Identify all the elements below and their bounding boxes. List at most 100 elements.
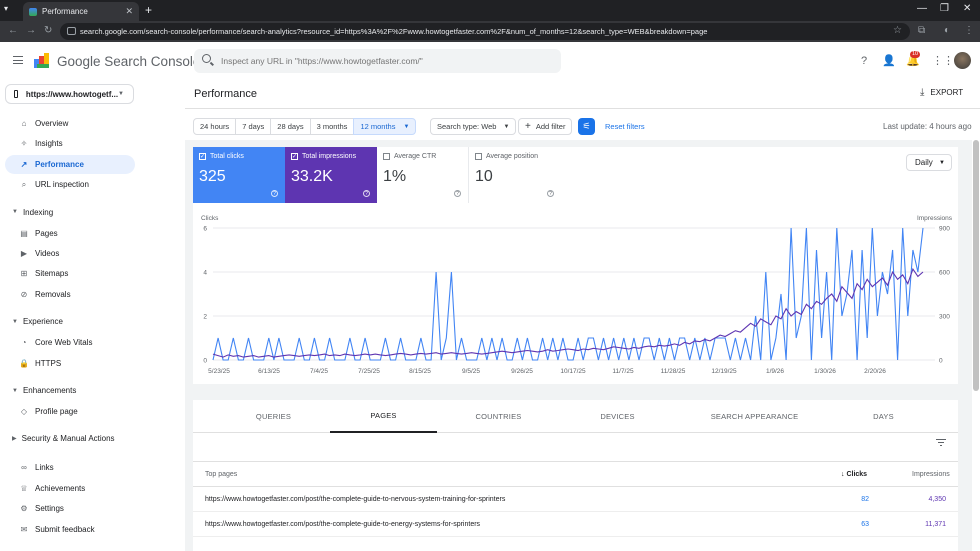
reset-filters-link[interactable]: Reset filters [605,122,645,131]
back-icon[interactable]: ← [8,25,18,36]
right-tick-label: 600 [939,270,950,277]
breakdown-tabs: QUERIES PAGES COUNTRIES DEVICES SEARCH APPEA… [193,400,958,433]
tab-queries[interactable]: QUERIES [255,412,292,421]
help-icon[interactable]: ? [860,55,868,67]
tab-pages[interactable]: PAGES [330,400,437,433]
section-title: Enhancements [22,386,77,395]
checkbox-checked-icon[interactable]: ✓ [291,153,298,160]
app-header: Google Search Console ? 👤 🔔 10 ⋮⋮ [0,42,980,80]
app-brand[interactable]: Google Search Console [57,54,201,69]
table-header: Top pages ↓ Clicks Impressions [193,461,958,487]
download-icon: ⤓ [920,87,925,98]
url-inspection-search[interactable] [194,49,561,73]
close-tab-icon[interactable]: ✕ [125,6,133,16]
search-type-filter[interactable]: Search type: Web ▼ [430,118,517,135]
minimize-icon[interactable]: — [917,3,927,14]
videos-icon: ▶ [20,249,28,258]
page-url[interactable]: https://www.howtogetfaster.com/post/the-… [205,496,506,503]
range-24-hours[interactable]: 24 hours [193,118,237,135]
tab-search-appearance[interactable]: SEARCH APPEARANCE [710,412,799,421]
filter-rows-icon[interactable] [936,439,946,447]
browser-menu-icon[interactable]: ⋮ [964,25,974,36]
sidebar-item-url-inspection[interactable]: ⌕ URL inspection [0,175,134,194]
checkbox-icon[interactable] [475,153,482,160]
reload-icon[interactable]: ↻ [44,25,53,36]
col-impressions[interactable]: Impressions [912,471,950,478]
range-7-days[interactable]: 7 days [235,118,272,135]
avatar[interactable] [954,52,971,69]
apps-icon[interactable]: ⋮⋮ [932,55,954,67]
series-line-clicks [212,227,924,361]
window-close-icon[interactable]: ✕ [963,3,972,14]
extensions-icon[interactable]: ⧉ [918,25,926,36]
sidebar-item-submit-feedback[interactable]: ✉ Submit feedback [0,520,134,539]
granularity-select[interactable]: Daily ▼ [906,154,952,171]
new-tab-icon[interactable]: + [145,3,153,17]
sidebar-item-core-web-vitals[interactable]: ◔ Core Web Vitals [0,333,134,352]
site-info-icon[interactable] [67,27,76,35]
url-field[interactable]: search.google.com/search-console/perform… [60,23,910,40]
col-clicks[interactable]: ↓ Clicks [841,471,867,478]
range-28-days[interactable]: 28 days [270,118,311,135]
section-security[interactable]: ▶ Security & Manual Actions [12,434,115,443]
checkbox-checked-icon[interactable]: ✓ [199,153,206,160]
bookmark-star-icon[interactable]: ☆ [893,25,902,36]
achievements-icon: ♕ [20,483,28,493]
sidebar-item-videos[interactable]: ▶ Videos [0,244,134,263]
browser-tab[interactable]: Performance ✕ [23,2,139,21]
help-icon[interactable]: ? [363,190,370,197]
tab-countries[interactable]: COUNTRIES [475,412,522,421]
sidebar-item-overview[interactable]: ⌂ Overview [0,114,134,133]
metric-card-average-position[interactable]: Average position 10? [469,147,561,203]
tab-days[interactable]: DAYS [873,412,894,421]
filter-settings-icon[interactable]: ⚟ [578,118,595,135]
range-3-months[interactable]: 3 months [309,118,355,135]
plus-icon: + [525,121,531,132]
sidebar-item-sitemaps[interactable]: ⊞ Sitemaps [0,264,134,283]
table-row[interactable]: https://www.howtogetfaster.com/post/the-… [193,488,958,512]
add-filter-button[interactable]: + Add filter [518,118,573,135]
sidebar-item-links[interactable]: ∞ Links [0,458,134,477]
metric-card-average-ctr[interactable]: Average CTR 1%? [377,147,469,203]
sidebar-item-achievements[interactable]: ♕ Achievements [0,479,134,498]
profile-icon[interactable]: ◐ [944,25,951,36]
range-12-months[interactable]: 12 months ▼ [353,118,417,135]
metric-label: Average CTR [394,153,437,160]
sidebar-item-label: Pages [35,228,58,238]
section-enhancements[interactable]: ▼ Enhancements [12,386,76,395]
notifications-icon[interactable]: 🔔 [906,55,920,67]
range-label: 28 days [277,122,304,131]
metric-card-total-clicks[interactable]: ✓ Total clicks 325? [193,147,285,203]
sidebar-item-https[interactable]: 🔒 HTTPS [0,354,134,373]
page-url[interactable]: https://www.howtogetfaster.com/post/the-… [205,521,481,528]
tab-devices[interactable]: DEVICES [600,412,635,421]
sidebar-item-performance[interactable]: ↗ Performance [5,154,135,174]
maximize-icon[interactable]: ❐ [940,3,949,14]
sidebar-item-settings[interactable]: ⚙ Settings [0,499,134,518]
property-selector[interactable]: https://www.howtogetf... ▼ [5,84,134,104]
sidebar-item-removals[interactable]: ⊘ Removals [0,285,134,304]
sidebar-item-profile-page[interactable]: ◇ Profile page [0,402,134,421]
address-bar-row: ← → ↻ search.google.com/search-console/p… [0,21,980,42]
url-inspection-input[interactable] [221,54,541,68]
help-icon[interactable]: ? [271,190,278,197]
help-icon[interactable]: ? [547,190,554,197]
checkbox-icon[interactable] [383,153,390,160]
export-button[interactable]: ⤓ EXPORT [920,87,963,98]
help-icon[interactable]: ? [454,190,461,197]
table-row[interactable]: https://www.howtogetfaster.com/post/the-… [193,513,958,537]
x-tick-label: 7/4/25 [310,368,328,375]
link-icon: ∞ [21,463,27,473]
x-tick-label: 6/13/25 [258,368,280,375]
tab-search-icon[interactable]: ▾ [4,4,9,13]
sidebar-item-pages[interactable]: ▤ Pages [0,224,134,243]
forward-icon[interactable]: → [26,25,36,36]
sidebar-item-insights[interactable]: ✧ Insights [0,134,134,153]
metric-card-total-impressions[interactable]: ✓ Total impressions 33.2K? [285,147,377,203]
menu-icon[interactable] [13,56,23,64]
last-update-text: Last update: 4 hours ago [883,122,972,131]
section-indexing[interactable]: ▼ Indexing [12,208,53,217]
scrollbar[interactable] [973,140,979,391]
section-experience[interactable]: ▼ Experience [12,317,63,326]
manage-accounts-icon[interactable]: 👤 [882,55,896,67]
